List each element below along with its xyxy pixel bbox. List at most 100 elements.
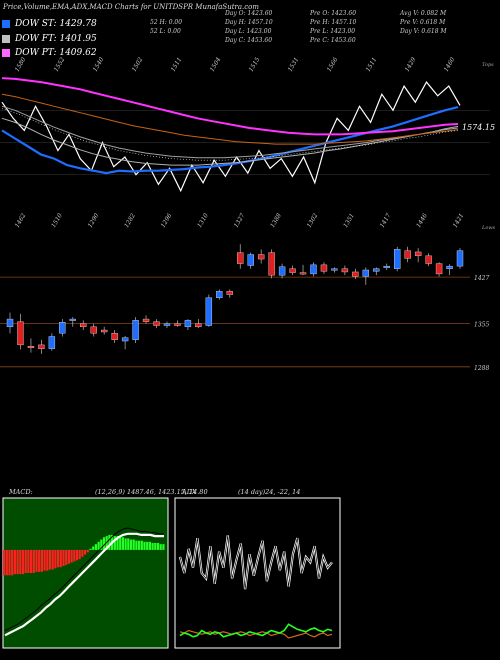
macd-histogram-bar xyxy=(119,537,122,550)
info-day-volume: Day V: 0.618 M xyxy=(400,28,447,35)
macd-histogram-bar xyxy=(146,541,149,550)
price-candle xyxy=(331,267,338,273)
ema-corner-label-bottom: Lows xyxy=(481,225,496,231)
info-day-high: Day H: 1457.10 xyxy=(225,19,273,26)
price-candle xyxy=(299,264,307,276)
ema-last-value-label: 1574.15 xyxy=(462,123,495,132)
candle-body xyxy=(205,297,213,326)
candle-body xyxy=(414,251,422,257)
price-candle xyxy=(205,294,213,327)
macd-histogram-bar xyxy=(121,537,124,550)
price-candle xyxy=(195,319,202,329)
ema-series-line xyxy=(1,93,459,145)
ema-top-tick-label: 1511 xyxy=(170,56,184,73)
price-candle xyxy=(289,265,296,276)
price-candle xyxy=(163,321,171,329)
macd-histogram-bar xyxy=(100,539,103,550)
price-candle xyxy=(69,317,76,327)
macd-histogram-bar xyxy=(113,536,116,550)
price-panel: 1427 1355 1288 xyxy=(6,244,489,372)
candle-body xyxy=(383,265,390,268)
info-52h: 52 H: 0.00 xyxy=(150,19,183,26)
price-candle xyxy=(320,262,328,274)
ema-top-tick-label: 1580 xyxy=(14,56,28,73)
price-candle xyxy=(27,338,35,353)
macd-histogram-bar xyxy=(97,541,100,550)
price-candle xyxy=(310,262,317,277)
chart-header-title: Price,Volume,EMA,ADX,MACD Charts for UNI… xyxy=(3,3,260,11)
price-candle xyxy=(362,267,370,285)
price-candle xyxy=(268,249,275,279)
info-avg-volume: Avg V: 0.082 M xyxy=(400,10,447,17)
price-candle xyxy=(100,326,108,335)
ema-series-line xyxy=(1,77,459,136)
ema-bottom-tick-label: 1388 xyxy=(269,212,283,229)
candle-body xyxy=(27,345,35,348)
candle-body xyxy=(163,323,171,326)
ema-top-tick-label: 1502 xyxy=(131,56,145,73)
price-right-label: 1288 xyxy=(474,365,489,372)
ema-bottom-tick-label: 1310 xyxy=(196,212,210,229)
legend-label: DOW FT: 1401.95 xyxy=(15,34,97,44)
price-candle xyxy=(352,268,359,280)
legend-swatch xyxy=(2,49,10,57)
macd-histogram-bar xyxy=(67,549,70,564)
ema-dotted-line xyxy=(1,108,459,161)
ema-bottom-tick-label: 1296 xyxy=(160,212,174,229)
candle-body xyxy=(38,344,45,349)
ema-bottom-tick-label: 1327 xyxy=(233,212,247,229)
candle-body xyxy=(69,318,76,321)
macd-histogram-bar xyxy=(73,549,76,562)
adx-plus-di-line xyxy=(179,623,333,638)
macd-histogram-bar xyxy=(140,540,143,550)
candle-body xyxy=(132,320,139,340)
candle-body xyxy=(456,250,464,267)
price-candle xyxy=(373,267,380,276)
candle-body xyxy=(299,272,307,275)
macd-histogram-bar xyxy=(84,549,87,555)
macd-histogram-bar xyxy=(132,539,135,550)
candle-body xyxy=(425,255,432,264)
macd-histogram-bar xyxy=(143,541,146,550)
candle-body xyxy=(435,263,443,275)
macd-histogram-bar xyxy=(30,549,33,573)
info-pre-low: Pre L: 1423.00 xyxy=(310,28,356,35)
price-candle xyxy=(174,320,181,327)
macd-histogram-bar xyxy=(5,549,8,576)
ema-panel: 1580 1552 1540 1502 1511 1504 1515 1531 1566 1511… xyxy=(1,56,496,231)
macd-histogram-bar xyxy=(78,549,81,560)
price-candle xyxy=(278,263,286,279)
macd-histogram-bar xyxy=(154,543,157,550)
macd-histogram-bar xyxy=(35,549,38,572)
price-candle xyxy=(394,246,401,272)
info-pre-high: Pre H: 1457.10 xyxy=(310,19,357,26)
candle-body xyxy=(48,336,56,349)
candle-body xyxy=(216,291,223,298)
candle-body xyxy=(257,254,265,260)
ema-top-tick-label: 1515 xyxy=(248,56,262,73)
macd-histogram-bar xyxy=(16,549,19,575)
price-right-label: 1427 xyxy=(474,275,489,282)
macd-histogram-bar xyxy=(156,543,160,550)
macd-histogram-bar xyxy=(43,549,46,571)
candle-body xyxy=(310,264,317,275)
price-candle xyxy=(48,333,56,351)
ema-bottom-tick-label: 1417 xyxy=(379,212,393,229)
ema-series-line xyxy=(1,81,461,193)
candle-body xyxy=(195,323,202,328)
ema-bottom-tick-label: 1462 xyxy=(14,212,28,229)
adx-params: (14 day)24, -22, 14 xyxy=(238,488,301,496)
ema-top-tick-label: 1429 xyxy=(404,56,418,73)
macd-histogram-bar xyxy=(11,549,14,576)
price-candle xyxy=(132,317,139,343)
candle-body xyxy=(90,326,97,334)
macd-histogram-bar xyxy=(65,549,68,565)
macd-histogram-bar xyxy=(92,546,95,550)
price-candle xyxy=(425,253,432,267)
candle-body xyxy=(142,318,150,322)
candle-body xyxy=(362,269,370,277)
ema-top-tick-label: 1566 xyxy=(326,56,340,73)
info-day-low: Day L: 1423.00 xyxy=(225,28,272,35)
adx-panel xyxy=(174,497,341,649)
